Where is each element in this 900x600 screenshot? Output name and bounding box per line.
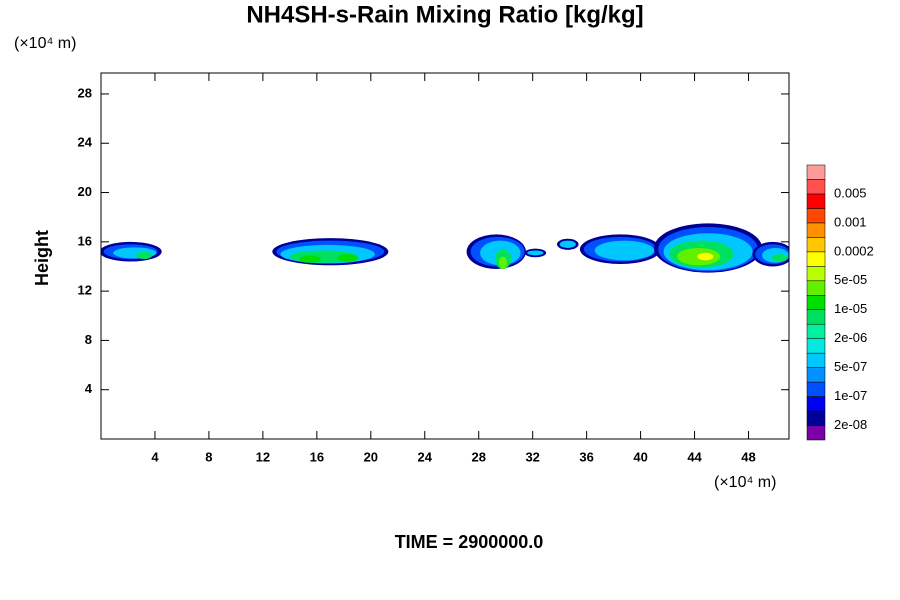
- contour-patch: [697, 252, 714, 261]
- colorbar-swatch: [806, 338, 826, 354]
- colorbar-swatch: [806, 193, 826, 209]
- colorbar-swatch: [806, 425, 826, 441]
- contour-patch: [299, 255, 321, 263]
- colorbar-label: 0.0002: [834, 243, 874, 258]
- x-tick-label: 28: [471, 449, 485, 464]
- colorbar-label: 5e-05: [834, 272, 867, 287]
- y-tick-label: 8: [85, 332, 92, 347]
- colorbar-swatch: [806, 164, 826, 180]
- x-tick-label: 8: [205, 449, 212, 464]
- chart-title: NH4SH-s-Rain Mixing Ratio [kg/kg]: [246, 1, 643, 28]
- colorbar-label: 2e-06: [834, 330, 867, 345]
- colorbar-swatch: [806, 237, 826, 253]
- contour-patch: [136, 251, 153, 260]
- y-tick-label: 16: [78, 233, 92, 248]
- x-unit-label: (×10⁴ m): [714, 474, 776, 491]
- colorbar-swatch: [806, 222, 826, 238]
- y-tick-label: 12: [78, 283, 92, 298]
- colorbar-swatch: [806, 381, 826, 397]
- colorbar-swatch: [806, 266, 826, 282]
- plot-frame: [100, 72, 790, 440]
- colorbar-swatch: [806, 396, 826, 412]
- colorbar-swatch: [806, 367, 826, 383]
- y-tick-label: 20: [78, 184, 92, 199]
- x-tick-label: 4: [151, 449, 159, 464]
- x-tick-label: 24: [418, 449, 433, 464]
- contour-patch: [594, 240, 655, 261]
- x-tick-label: 44: [687, 449, 702, 464]
- contour-patch: [527, 250, 544, 256]
- contour-patch: [498, 256, 508, 269]
- colorbar-label: 0.001: [834, 214, 867, 229]
- colorbar-swatch: [806, 179, 826, 195]
- colorbar-label: 1e-07: [834, 388, 867, 403]
- x-tick-label: 12: [256, 449, 270, 464]
- x-tick-label: 32: [525, 449, 539, 464]
- contour-patch: [559, 240, 576, 248]
- colorbar-label: 5e-07: [834, 359, 867, 374]
- x-tick-label: 16: [310, 449, 324, 464]
- x-tick-label: 20: [364, 449, 378, 464]
- x-tick-label: 36: [579, 449, 593, 464]
- colorbar-label: 0.005: [834, 185, 867, 200]
- colorbar-swatch: [806, 295, 826, 310]
- colorbar-swatch: [806, 251, 826, 267]
- time-label: TIME = 2900000.0: [395, 532, 544, 552]
- colorbar-swatch: [806, 208, 826, 224]
- colorbar-label: 2e-08: [834, 417, 867, 432]
- colorbar-swatch: [806, 352, 826, 368]
- colorbar-swatch: [806, 309, 826, 325]
- colorbar-swatch: [806, 410, 826, 426]
- colorbar-swatch: [806, 323, 826, 339]
- x-tick-label: 40: [633, 449, 647, 464]
- y-axis-label: Height: [32, 230, 52, 286]
- colorbar-label: 1e-05: [834, 301, 867, 316]
- y-tick-label: 4: [85, 381, 93, 396]
- contour-patch: [771, 254, 788, 262]
- y-tick-label: 24: [78, 135, 93, 150]
- y-unit-label: (×10⁴ m): [14, 35, 76, 52]
- y-tick-label: 28: [78, 85, 92, 100]
- contour-patch: [337, 254, 359, 262]
- field: [101, 223, 789, 273]
- colorbar-swatch: [806, 280, 826, 296]
- x-tick-label: 48: [741, 449, 755, 464]
